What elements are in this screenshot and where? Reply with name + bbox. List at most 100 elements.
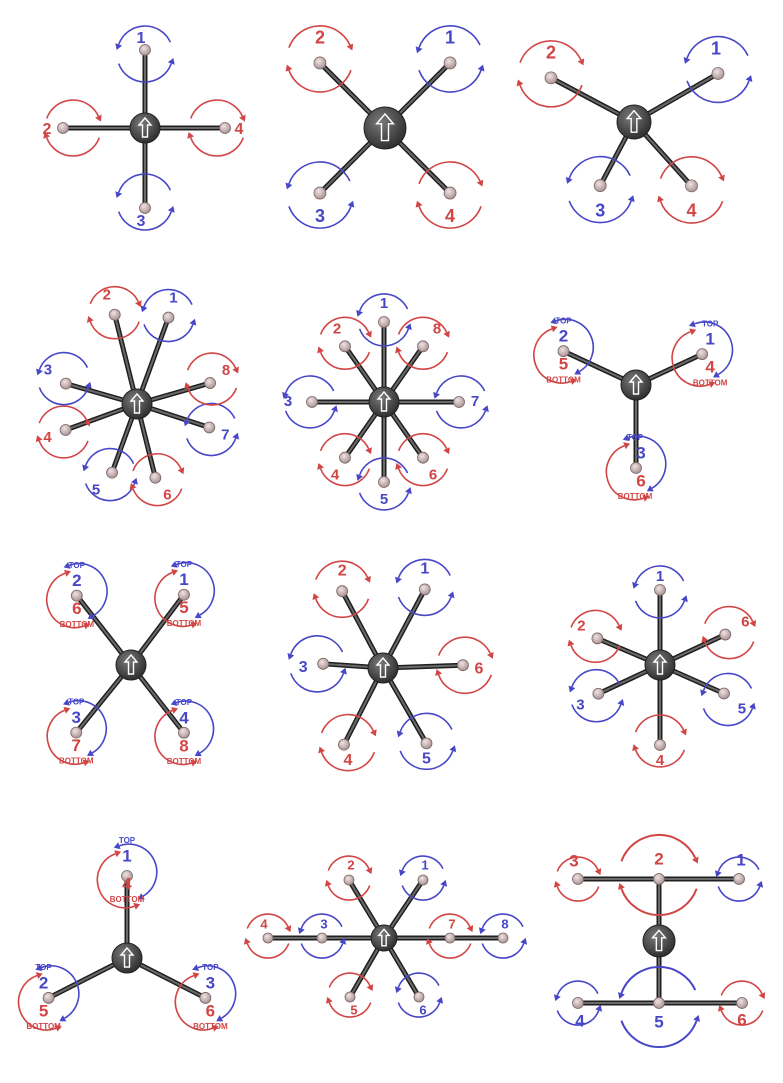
- rotation-arrowhead: [516, 79, 524, 87]
- rotation-arrowhead: [623, 442, 631, 450]
- rotation-arc: [132, 488, 183, 507]
- bottom-label: BOTTOM: [167, 757, 202, 766]
- rotation-arc: [397, 468, 449, 487]
- motor: [316, 932, 328, 944]
- rotation-arc: [154, 709, 192, 766]
- rotation-arc: [556, 886, 600, 902]
- rotation-arrowhead: [646, 485, 654, 492]
- rotation-arc: [671, 331, 710, 387]
- rotation-arc: [720, 1010, 764, 1026]
- rotation-arc: [435, 375, 486, 394]
- motor-number-label: 6: [429, 467, 437, 484]
- motor: [42, 992, 55, 1004]
- rotation-arc: [401, 885, 445, 901]
- motor: [420, 737, 433, 750]
- rotation-arrowhead: [325, 996, 333, 1004]
- rotation-arrowhead: [364, 575, 371, 583]
- rotation-arc: [533, 328, 572, 384]
- rotation-arc: [401, 855, 444, 871]
- rotation-arrowhead: [140, 305, 148, 313]
- rotation-arc: [290, 673, 345, 693]
- rotation-arrowhead: [657, 195, 664, 203]
- motor: [178, 726, 190, 739]
- rotation-arc: [620, 833, 697, 862]
- rotation-arc: [327, 855, 370, 871]
- rotation-arrowhead: [577, 58, 585, 66]
- motor-number-label: 2: [39, 973, 48, 992]
- rotation-arrowhead: [395, 576, 402, 584]
- rotation-arrowhead: [282, 391, 289, 399]
- rotation-ccw-indicator: [282, 375, 338, 429]
- motor-number-label: 7: [448, 916, 455, 931]
- frame-hexa-x: 1 2 3 4 5 6: [567, 565, 757, 769]
- rotation-arrowhead: [568, 685, 576, 693]
- motor: [339, 340, 351, 353]
- rotation-cw-indicator: [312, 560, 371, 619]
- rotation-arrowhead: [433, 391, 440, 399]
- coaxial-rotor-pair: [533, 317, 595, 385]
- motor: [313, 56, 327, 70]
- motor-number-label: 4: [687, 201, 697, 221]
- bottom-label: BOTTOM: [60, 620, 95, 629]
- motor: [149, 471, 162, 484]
- motor-number-label: 1: [656, 568, 664, 585]
- rotation-arc: [358, 457, 409, 476]
- rotation-arrowhead: [622, 434, 630, 442]
- rotation-cw-indicator: [717, 980, 766, 1026]
- rotation-arc: [397, 558, 451, 579]
- motor-number-label: 1: [179, 570, 188, 589]
- rotation-arrowhead: [63, 698, 70, 706]
- rotation-ccw-indicator: [297, 913, 347, 959]
- bottom-label: BOTTOM: [546, 375, 581, 384]
- rotation-ccw-indicator: [394, 972, 444, 1018]
- rotation-arc: [319, 351, 371, 370]
- rotation-arc: [570, 609, 620, 628]
- rotation-arc: [397, 596, 452, 617]
- motor-number-label: 3: [137, 213, 146, 230]
- motor-number-label: 5: [179, 598, 188, 617]
- rotation-arc: [659, 156, 723, 179]
- rotation-arrowhead: [171, 569, 179, 576]
- motor: [70, 726, 83, 739]
- motor-number-label: 5: [422, 751, 431, 768]
- motor: [59, 424, 72, 436]
- rotation-arc: [717, 886, 761, 902]
- rotation-ccw-indicator: [82, 447, 138, 502]
- rotation-arrowhead: [683, 56, 691, 64]
- frame-y6-a: 1 4 TOP BOTTOM 2 5 TOP BOTTOM 3 6 TOP BOTTOM: [533, 316, 734, 502]
- rotation-arc: [399, 750, 454, 771]
- rotation-arrowhead: [285, 182, 293, 190]
- forward-arrow-icon: [119, 946, 135, 968]
- motor-number-label: 8: [179, 736, 188, 755]
- rotation-arc: [89, 285, 140, 305]
- rotation-ccw-indicator: [285, 161, 355, 229]
- bottom-label: BOTTOM: [110, 895, 145, 904]
- rotation-arc: [246, 943, 290, 959]
- frame-octo-v: 1 2 3 4 5 6 7 8: [243, 855, 528, 1018]
- rotation-arc: [143, 324, 194, 343]
- rotation-arrowhead: [170, 561, 178, 568]
- motor-number-label: 6: [206, 1001, 215, 1020]
- rotation-arrowhead: [83, 622, 91, 630]
- rotation-arrowhead: [627, 195, 635, 203]
- motor: [204, 377, 216, 389]
- rotation-arc: [481, 943, 525, 959]
- rotation-arrowhead: [194, 611, 202, 619]
- rotation-arrowhead: [758, 992, 766, 1000]
- rotation-arc: [634, 565, 685, 584]
- rotation-arrowhead: [331, 405, 338, 413]
- motor: [417, 874, 429, 886]
- rotation-arrowhead: [615, 623, 623, 631]
- rotation-arc: [174, 974, 214, 1031]
- motor: [306, 396, 318, 408]
- rotation-arrowhead: [748, 702, 756, 710]
- forward-arrow-icon: [651, 929, 667, 952]
- motor-number-label: 6: [163, 487, 171, 504]
- forward-arrow-shape: [652, 653, 668, 675]
- rotation-arc: [320, 751, 376, 772]
- motor: [413, 991, 425, 1003]
- rotation-arrowhead: [482, 405, 489, 413]
- rotation-arrowhead: [115, 191, 123, 199]
- motor: [417, 340, 429, 353]
- frame-octo-quad: 1 5 TOP BOTTOM 2 6 TOP BOTTOM 3 7 TOP BOTTOM 4 8 TOP BO…: [45, 560, 216, 767]
